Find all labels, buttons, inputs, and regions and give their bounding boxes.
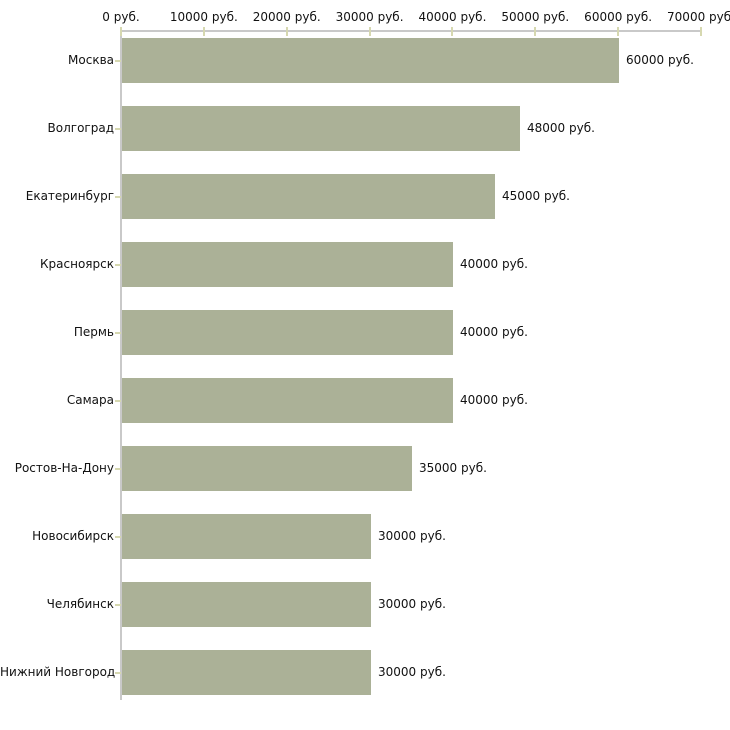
x-tick-label: 0 руб. (102, 10, 140, 24)
x-tick-label: 30000 руб. (335, 10, 404, 24)
category-label: Екатеринбург (25, 188, 114, 203)
category-tick (115, 399, 121, 402)
category-label: Нижний Новгород (0, 664, 116, 679)
value-label: 30000 руб. (378, 528, 446, 543)
x-tick-label: 10000 руб. (169, 10, 238, 24)
category-tick (115, 535, 121, 538)
bar (122, 242, 453, 287)
category-label: Пермь (73, 324, 114, 339)
value-label: 30000 руб. (378, 596, 446, 611)
value-label: 40000 руб. (460, 392, 528, 407)
category-label: Челябинск (46, 596, 114, 611)
category-label: Волгоград (47, 120, 114, 135)
x-tick-label: 50000 руб. (501, 10, 570, 24)
category-tick (115, 671, 121, 674)
x-axis-line (121, 30, 702, 32)
bar (122, 106, 520, 151)
bar (122, 650, 371, 695)
category-tick (115, 127, 121, 130)
value-label: 60000 руб. (626, 52, 694, 67)
category-label: Ростов-На-Дону (14, 460, 114, 475)
x-tick-label: 60000 руб. (584, 10, 653, 24)
bar (122, 378, 453, 423)
category-label: Москва (68, 52, 114, 67)
bar (122, 38, 619, 83)
bar (122, 446, 412, 491)
x-tick (534, 27, 537, 36)
category-tick (115, 59, 121, 62)
bar (122, 174, 495, 219)
category-tick (115, 195, 121, 198)
x-tick (285, 27, 288, 36)
y-axis-line (120, 30, 122, 700)
bar (122, 582, 371, 627)
category-label: Красноярск (40, 256, 114, 271)
x-tick (368, 27, 371, 36)
category-tick (115, 467, 121, 470)
value-label: 30000 руб. (378, 664, 446, 679)
bar (122, 310, 453, 355)
x-tick-label: 40000 руб. (418, 10, 487, 24)
category-tick (115, 331, 121, 334)
x-tick-label: 20000 руб. (252, 10, 321, 24)
category-label: Новосибирск (32, 528, 114, 543)
bar (122, 514, 371, 559)
value-label: 48000 руб. (527, 120, 595, 135)
x-tick-label: 70000 руб. (667, 10, 730, 24)
x-tick (617, 27, 620, 36)
value-label: 45000 руб. (502, 188, 570, 203)
value-label: 40000 руб. (460, 324, 528, 339)
category-tick (115, 603, 121, 606)
x-tick (451, 27, 454, 36)
x-tick (120, 27, 122, 36)
category-label: Самара (66, 392, 114, 407)
value-label: 40000 руб. (460, 256, 528, 271)
category-tick (115, 263, 121, 266)
value-label: 35000 руб. (419, 460, 487, 475)
x-tick (202, 27, 205, 36)
x-tick (700, 27, 702, 36)
